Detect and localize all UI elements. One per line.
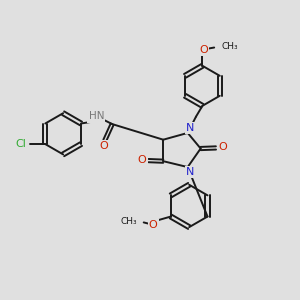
Text: O: O [199, 45, 208, 55]
Text: N: N [186, 167, 194, 177]
Text: HN: HN [88, 111, 104, 122]
Text: CH₃: CH₃ [222, 42, 238, 51]
Text: Cl: Cl [16, 139, 27, 148]
Text: O: O [99, 141, 108, 151]
Text: CH₃: CH₃ [121, 217, 137, 226]
Text: N: N [186, 123, 194, 133]
Text: O: O [149, 220, 158, 230]
Text: O: O [138, 155, 146, 165]
Text: O: O [218, 142, 227, 152]
